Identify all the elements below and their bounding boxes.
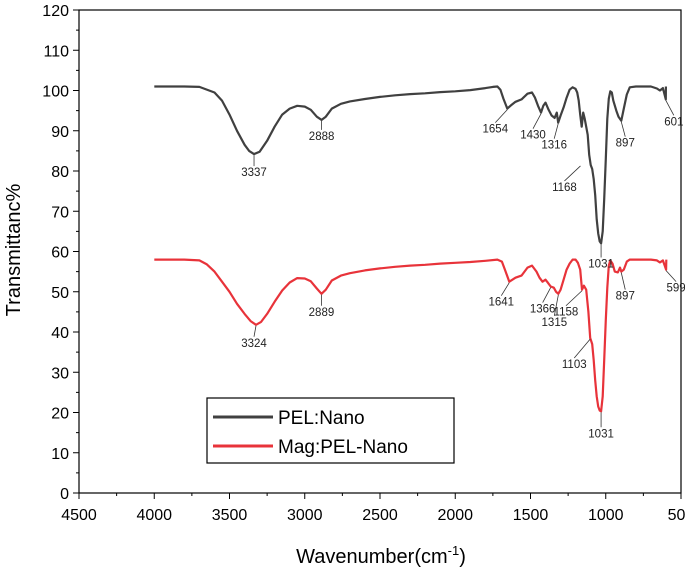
peak-leader-line <box>620 121 626 137</box>
x-tick-label: 2000 <box>437 507 473 524</box>
peak-label: 1315 <box>542 317 568 329</box>
peak-leader-line <box>532 113 542 129</box>
series-line-mag-pel-nano <box>154 258 668 413</box>
y-tick-label: 60 <box>51 245 69 262</box>
peak-leader-line <box>553 123 559 139</box>
y-tick-label: 30 <box>51 365 69 382</box>
peak-label: 3337 <box>241 167 267 179</box>
x-tick-label: 500 <box>668 507 685 524</box>
y-tick-label: 50 <box>51 285 69 302</box>
peak-label: 1031 <box>588 258 614 270</box>
peak-leader-line <box>500 282 510 296</box>
series-lines <box>154 85 668 413</box>
x-tick-label: 4500 <box>61 507 97 524</box>
y-tick-label: 0 <box>60 486 69 503</box>
peak-label: 1103 <box>562 359 587 371</box>
legend-label: PEL:Nano <box>278 408 365 429</box>
peak-leader-line <box>565 290 583 307</box>
x-axis-title-main: Wavenumber(cm <box>296 546 448 568</box>
legend-label: Mag:PEL-Nano <box>278 437 408 458</box>
peak-label: 1430 <box>520 130 546 142</box>
peak-label: 1031 <box>588 428 614 440</box>
x-tick-label: 3500 <box>212 507 248 524</box>
peak-leader-line <box>665 100 675 116</box>
x-tick-label: 3000 <box>287 507 323 524</box>
y-tick-label: 10 <box>51 446 69 463</box>
peak-leader-line <box>253 325 257 337</box>
peak-label: 601 <box>664 116 683 128</box>
y-tick-label: 80 <box>51 164 69 181</box>
y-tick-label: 120 <box>42 3 69 20</box>
y-tick-label: 40 <box>51 325 69 342</box>
peak-label: 3324 <box>241 338 267 350</box>
peak-leader-line <box>620 272 626 290</box>
peak-leader-line <box>665 270 677 282</box>
peak-label: 897 <box>616 291 635 303</box>
peak-label: 599 <box>667 283 685 295</box>
x-axis-title: Wavenumber(cm-1) <box>296 543 466 568</box>
x-tick-label: 4000 <box>136 507 172 524</box>
peak-label: 2888 <box>309 131 335 143</box>
peak-label: 1316 <box>541 140 567 152</box>
y-axis-title: Transmittanc% <box>3 183 25 316</box>
peak-leader-line <box>553 294 559 316</box>
x-tick-label: 1000 <box>588 507 624 524</box>
y-tick-label: 70 <box>51 204 69 221</box>
legend-box <box>206 397 455 464</box>
series-line-pel-nano <box>154 85 667 245</box>
x-tick-label: 1500 <box>513 507 549 524</box>
peak-leader-line <box>573 338 591 359</box>
axes: 4500 4000 3500 3000 2500 2000 1500 1000 500 0 10 20… <box>42 3 685 524</box>
peak-label: 1641 <box>488 297 514 309</box>
legend: PEL:Nano Mag:PEL-Nano <box>206 397 455 464</box>
peak-label: 1654 <box>483 124 509 136</box>
peak-label: 1366 <box>530 304 556 316</box>
peak-label: 2889 <box>309 307 335 319</box>
peak-leader-line <box>564 165 581 182</box>
y-tick-label: 20 <box>51 406 69 423</box>
y-tick-label: 100 <box>42 84 69 101</box>
y-tick-label: 90 <box>51 124 69 141</box>
x-tick-label: 2500 <box>362 507 398 524</box>
peak-label: 897 <box>616 138 635 150</box>
peak-leader-line <box>495 109 508 123</box>
x-axis-title-suffix: ) <box>459 546 466 568</box>
y-tick-label: 110 <box>43 43 69 60</box>
peak-label: 1168 <box>552 182 577 194</box>
x-axis-title-sup: -1 <box>448 543 460 558</box>
peak-leader-line <box>542 287 552 303</box>
peak-label: 1158 <box>554 307 579 319</box>
